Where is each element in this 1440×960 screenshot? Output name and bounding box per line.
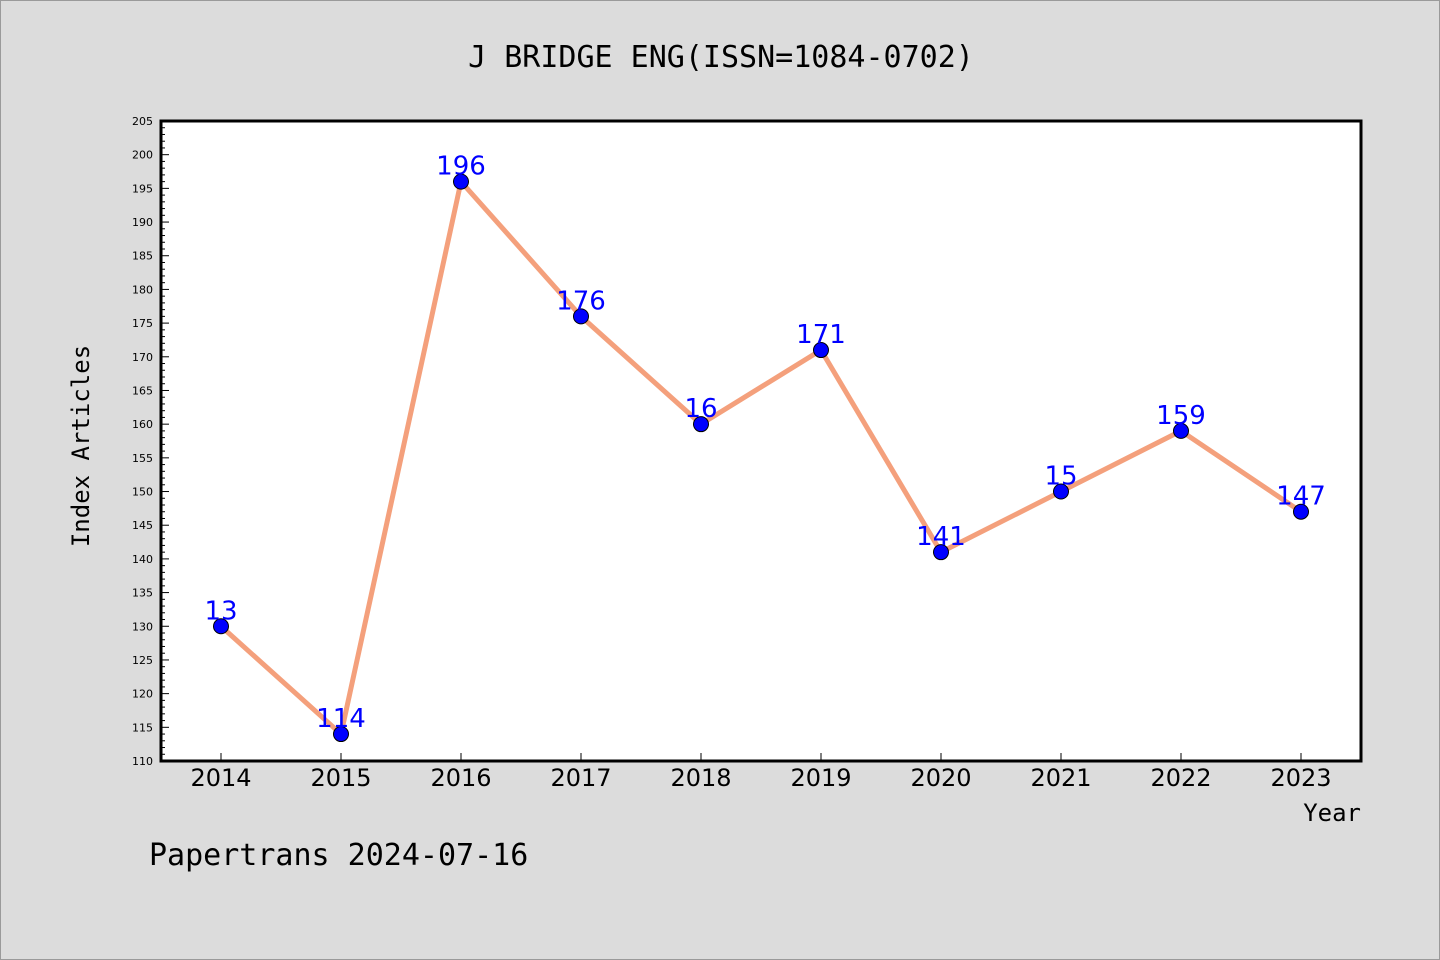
y-tick-label: 140 [132, 553, 153, 566]
x-axis-label: Year [1303, 799, 1361, 827]
data-label-2014: 13 [204, 596, 237, 626]
y-tick-label: 160 [132, 418, 153, 431]
data-point-2016 [453, 173, 469, 190]
data-label-2018: 16 [684, 394, 717, 424]
y-tick-label: 195 [132, 182, 153, 195]
data-label-2022: 159 [1156, 401, 1206, 431]
data-label-2017: 176 [556, 286, 606, 316]
data-point-2018 [693, 416, 709, 433]
data-point-2023 [1293, 503, 1309, 520]
x-tick-label: 2021 [1030, 764, 1091, 792]
y-tick-label: 170 [132, 351, 153, 364]
data-point-2015 [333, 726, 349, 743]
plot-area [159, 119, 1363, 763]
x-tick-label: 2019 [790, 764, 851, 792]
data-label-2016: 196 [436, 152, 486, 182]
data-point-2021 [1053, 483, 1069, 500]
x-tick-label: 2016 [430, 764, 491, 792]
x-tick-label: 2018 [670, 764, 731, 792]
y-tick-label: 190 [132, 216, 153, 229]
data-labels: 13 114 196 176 16 171 141 15 159 147 [204, 152, 1325, 734]
chart-title: J BRIDGE ENG(ISSN=1084-0702) [468, 40, 974, 75]
series-line-group [218, 179, 1304, 737]
y-tick-label: 155 [132, 452, 153, 465]
y-tick-label: 205 [132, 115, 153, 128]
x-tick-label: 2020 [910, 764, 971, 792]
y-tick-label: 120 [132, 688, 153, 701]
series-line [218, 179, 1304, 737]
y-axis-ticks: 110 115 120 125 130 135 140 145 150 155 160 165 170 1… [132, 115, 169, 768]
data-label-2021: 15 [1044, 462, 1077, 492]
data-point-2020 [933, 544, 949, 561]
data-point-2017 [573, 308, 589, 325]
x-tick-label: 2014 [190, 764, 251, 792]
y-tick-label: 130 [132, 620, 153, 633]
y-tick-label: 125 [132, 654, 153, 667]
data-point-2019 [813, 342, 829, 359]
y-tick-label: 135 [132, 587, 153, 600]
y-axis-label: Index Articles [67, 345, 95, 547]
y-tick-label: 115 [132, 721, 153, 734]
y-tick-label: 180 [132, 283, 153, 296]
data-label-2023: 147 [1276, 482, 1326, 512]
y-tick-label: 175 [132, 317, 153, 330]
y-tick-label: 185 [132, 250, 153, 263]
y-tick-label: 110 [132, 755, 153, 768]
x-tick-label: 2015 [310, 764, 371, 792]
y-tick-label: 165 [132, 384, 153, 397]
x-tick-label: 2017 [550, 764, 611, 792]
footer-credit: Papertrans 2024-07-16 [149, 838, 528, 873]
data-points [213, 173, 1309, 743]
data-point-2014 [213, 618, 229, 635]
y-tick-label: 200 [132, 149, 153, 162]
y-tick-label: 150 [132, 486, 153, 499]
data-label-2019: 171 [796, 320, 846, 350]
data-label-2020: 141 [916, 522, 966, 552]
y-tick-label: 145 [132, 519, 153, 532]
data-label-2015: 114 [316, 704, 366, 734]
data-point-2022 [1173, 422, 1189, 439]
x-tick-label: 2023 [1270, 764, 1331, 792]
x-axis-ticks: 2014 2015 2016 2017 2018 2019 2020 2021 2022 2023 [190, 753, 1332, 792]
x-tick-label: 2022 [1150, 764, 1211, 792]
